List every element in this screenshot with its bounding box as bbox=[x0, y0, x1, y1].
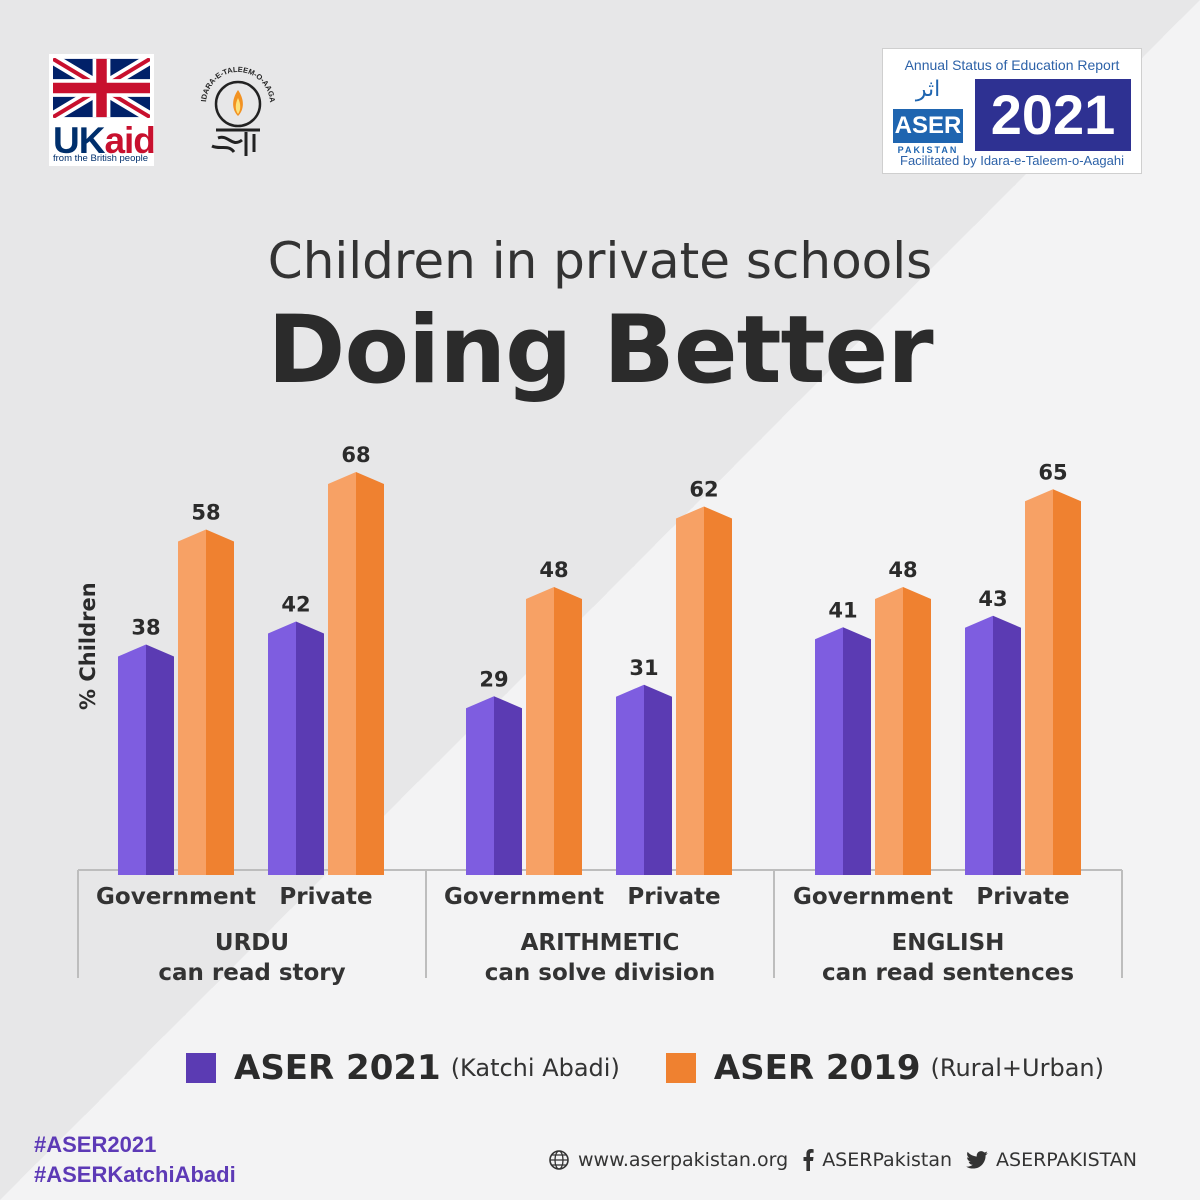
website-text: www.aserpakistan.org bbox=[578, 1149, 789, 1171]
website-link[interactable]: www.aserpakistan.org bbox=[548, 1149, 788, 1171]
bar-aser2021-arithmetic-private bbox=[616, 684, 644, 875]
ita-logo: IDARA-E-TALEEM-O-AAGAHI bbox=[198, 60, 277, 156]
bar-aser2021-urdu-government bbox=[118, 644, 146, 875]
legend-item-aser2019: ASER 2019 (Rural+Urban) bbox=[665, 1048, 1104, 1088]
legend-name-aser2021: ASER 2021 bbox=[234, 1048, 441, 1088]
ukaid-uk: UK bbox=[53, 120, 105, 161]
facebook-text: ASERPakistan bbox=[822, 1149, 953, 1171]
bar-aser2021-arithmetic-private-shade bbox=[644, 684, 672, 875]
bar-aser2019-english-government bbox=[875, 587, 903, 875]
aser-badge-urdu: اثر bbox=[915, 77, 941, 102]
data-label: 48 bbox=[888, 558, 917, 582]
data-label: 48 bbox=[539, 558, 568, 582]
bar-aser2019-arithmetic-government bbox=[526, 587, 554, 875]
bar-aser2019-urdu-government-shade bbox=[206, 529, 234, 875]
bar-aser2019-urdu-government bbox=[178, 529, 206, 875]
bar-aser2019-english-government-shade bbox=[903, 587, 931, 875]
category-label: Government bbox=[793, 884, 953, 910]
chart-subtitle: Children in private schools bbox=[267, 232, 933, 290]
group-skill-label: can solve division bbox=[485, 960, 715, 986]
bar-aser2019-english-private-shade bbox=[1053, 489, 1081, 875]
hashtag-aser2021[interactable]: #ASER2021 bbox=[34, 1132, 157, 1157]
category-label: Government bbox=[444, 884, 604, 910]
group-subject-label: ENGLISH bbox=[892, 930, 1005, 956]
union-jack-icon bbox=[53, 58, 150, 118]
footer-links: www.aserpakistan.org ASERPakistan ASERPA… bbox=[548, 1146, 1151, 1174]
twitter-link[interactable]: ASERPAKISTAN bbox=[966, 1149, 1137, 1171]
twitter-text: ASERPAKISTAN bbox=[996, 1149, 1137, 1171]
category-label: Government bbox=[96, 884, 256, 910]
bar-aser2021-urdu-private-shade bbox=[296, 621, 324, 875]
bar-aser2021-urdu-government-shade bbox=[146, 644, 174, 875]
data-label: 68 bbox=[341, 443, 370, 467]
aser-badge-year: 2021 bbox=[975, 79, 1131, 151]
data-label: 31 bbox=[629, 656, 658, 680]
hashtags: #ASER2021 #ASERKatchiAbadi bbox=[34, 1130, 236, 1190]
legend-name-aser2019: ASER 2019 bbox=[713, 1048, 921, 1088]
aser-badge-top-text: Annual Status of Education Report bbox=[904, 57, 1120, 73]
bar-aser2021-english-private bbox=[965, 615, 993, 875]
ukaid-aid: aid bbox=[104, 120, 155, 161]
ukaid-wordmark: UKaid bbox=[53, 120, 156, 161]
bar-aser2019-arithmetic-government-shade bbox=[554, 587, 582, 875]
globe-icon bbox=[549, 1150, 569, 1170]
bar-aser2019-english-private bbox=[1025, 489, 1053, 875]
bar-aser2021-urdu-private bbox=[268, 621, 296, 875]
legend-item-aser2021: ASER 2021 (Katchi Abadi) bbox=[186, 1048, 620, 1088]
facebook-link[interactable]: ASERPakistan bbox=[802, 1149, 952, 1171]
category-label: Private bbox=[279, 884, 372, 910]
category-label: Private bbox=[976, 884, 1069, 910]
facebook-icon bbox=[803, 1149, 814, 1171]
data-label: 41 bbox=[828, 598, 857, 622]
legend: ASER 2021 (Katchi Abadi) ASER 2019 (Rura… bbox=[186, 1048, 1150, 1088]
bar-aser2021-arithmetic-government bbox=[466, 696, 494, 875]
bar-aser2021-arithmetic-government-shade bbox=[494, 696, 522, 875]
group-subject-label: URDU bbox=[215, 930, 289, 956]
aser-badge-bottom-text: Facilitated by Idara-e-Taleem-o-Aagahi bbox=[900, 153, 1124, 168]
legend-note-aser2019: (Rural+Urban) bbox=[930, 1054, 1104, 1082]
bar-aser2021-english-government-shade bbox=[843, 627, 871, 875]
bar-aser2019-arithmetic-private bbox=[676, 506, 704, 875]
aser-2021-badge: Annual Status of Education Report اثر AS… bbox=[882, 48, 1142, 174]
bar-aser2019-urdu-private bbox=[328, 472, 356, 875]
aser-badge-aser: ASER bbox=[893, 109, 963, 143]
data-label: 29 bbox=[479, 667, 508, 691]
category-label: Private bbox=[627, 884, 720, 910]
bar-aser2021-english-government bbox=[815, 627, 843, 875]
data-label: 38 bbox=[131, 616, 160, 640]
group-skill-label: can read sentences bbox=[822, 960, 1074, 986]
data-label: 58 bbox=[191, 501, 220, 525]
data-label: 43 bbox=[978, 587, 1007, 611]
legend-note-aser2021: (Katchi Abadi) bbox=[450, 1054, 620, 1082]
data-label: 65 bbox=[1038, 460, 1067, 484]
twitter-icon bbox=[966, 1151, 988, 1169]
bar-aser2021-english-private-shade bbox=[993, 615, 1021, 875]
group-skill-label: can read story bbox=[158, 960, 345, 986]
ukaid-logo: UKaid from the British people bbox=[49, 54, 156, 166]
bar-aser2019-urdu-private-shade bbox=[356, 472, 384, 875]
aser-badge-pakistan: PAKISTAN bbox=[897, 145, 959, 155]
group-subject-label: ARITHMETIC bbox=[521, 930, 680, 956]
data-label: 42 bbox=[281, 593, 310, 617]
chart-title: Doing Better bbox=[267, 296, 933, 405]
legend-swatch-aser2021 bbox=[186, 1053, 216, 1083]
data-label: 62 bbox=[689, 478, 718, 502]
ukaid-tagline: from the British people bbox=[53, 153, 149, 164]
hashtag-aserkatchiabadi[interactable]: #ASERKatchiAbadi bbox=[34, 1162, 236, 1187]
bar-aser2019-arithmetic-private-shade bbox=[704, 506, 732, 875]
legend-swatch-aser2019 bbox=[665, 1053, 696, 1083]
